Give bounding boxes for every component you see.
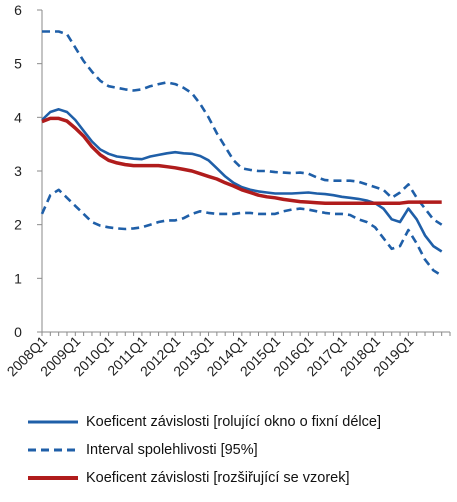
legend-swatch-solid-blue [28,420,78,424]
series-line-1 [42,30,443,226]
legend: Koeficent závislosti [rolující okno o fi… [28,408,453,492]
legend-item-expanding: Koeficent závislosti [rozšiřující se vzo… [28,464,453,492]
series-line-3 [41,116,442,205]
y-tick-label: 3 [14,163,22,179]
legend-item-rolling: Koeficent závislosti [rolující okno o fi… [28,408,453,436]
y-tick-label: 5 [14,56,22,72]
legend-label: Interval spolehlivosti [95%] [86,442,258,458]
legend-swatch-solid-red [28,476,78,480]
y-tick-label: 6 [14,2,22,18]
legend-label: Koeficent závislosti [rolující okno o fi… [86,414,381,430]
x-axis: 2008Q12009Q12010Q12011Q12012Q12013Q12014… [4,331,451,379]
legend-swatch-dashed-blue [28,448,78,452]
y-tick-label: 0 [14,324,22,340]
y-axis: 0 1 2 3 4 5 6 [14,2,43,340]
y-tick-label: 2 [14,217,22,233]
legend-item-confidence: Interval spolehlivosti [95%] [28,436,453,464]
line-chart: 0 1 2 3 4 5 6 2008Q12009Q12010Q12011Q12012Q120… [4,2,451,379]
y-tick-label: 1 [14,270,22,286]
series-line-0 [41,108,443,253]
legend-label: Koeficent závislosti [rozšiřující se vzo… [86,470,350,486]
series-line-2 [40,188,443,277]
series-lines [40,30,443,277]
y-tick-label: 4 [14,109,22,125]
